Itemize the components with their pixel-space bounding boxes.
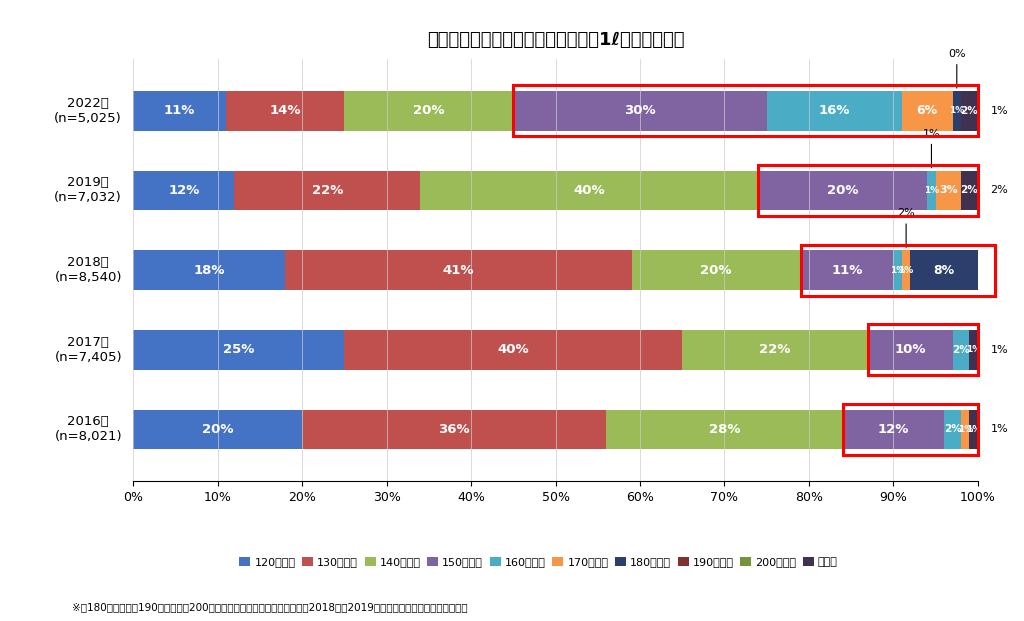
Text: 1%: 1% xyxy=(966,345,981,355)
Text: 2%: 2% xyxy=(961,186,978,196)
Bar xyxy=(801,250,893,290)
Bar xyxy=(961,410,970,450)
Text: 10%: 10% xyxy=(895,343,926,356)
Bar xyxy=(944,410,961,450)
Text: 3%: 3% xyxy=(939,186,957,196)
Bar xyxy=(893,250,902,290)
Text: 8%: 8% xyxy=(934,264,954,276)
Bar xyxy=(970,410,978,450)
Text: 11%: 11% xyxy=(831,264,862,276)
Text: 1%: 1% xyxy=(990,425,1009,435)
Bar xyxy=(302,410,606,450)
Text: 1%: 1% xyxy=(923,129,940,168)
Text: ※「180円以上」「190円以上」「200円以上」は今回選択肢に追加、また2018年と2019年のみ「その他」が選択肢に追加: ※「180円以上」「190円以上」「200円以上」は今回選択肢に追加、また201… xyxy=(72,602,467,612)
Bar xyxy=(226,91,344,130)
Bar xyxy=(421,171,758,211)
Bar xyxy=(344,330,682,369)
Text: 18%: 18% xyxy=(194,264,225,276)
Legend: 120円以上, 130円以上, 140円以上, 150円以上, 160円以上, 170円以上, 180円以上, 190円以上, 200円以上, その他: 120円以上, 130円以上, 140円以上, 150円以上, 160円以上, … xyxy=(234,552,843,571)
Text: 12%: 12% xyxy=(168,184,200,197)
Bar xyxy=(902,250,910,290)
Text: 14%: 14% xyxy=(269,104,301,117)
Text: 41%: 41% xyxy=(442,264,474,276)
Bar xyxy=(801,245,995,296)
Bar xyxy=(513,85,978,136)
Text: 1%: 1% xyxy=(957,425,973,434)
Text: 2%: 2% xyxy=(978,265,995,275)
Text: 1%: 1% xyxy=(990,106,1009,116)
Bar xyxy=(936,171,962,211)
Bar xyxy=(606,410,843,450)
Bar xyxy=(758,171,928,211)
Text: 1%: 1% xyxy=(990,345,1009,355)
Text: 20%: 20% xyxy=(827,184,858,197)
Text: 0%: 0% xyxy=(948,49,966,88)
Text: 1%: 1% xyxy=(949,106,965,116)
Text: 1%: 1% xyxy=(966,425,981,434)
Bar xyxy=(133,330,344,369)
Bar xyxy=(978,250,995,290)
Bar xyxy=(928,171,936,211)
Bar xyxy=(234,171,420,211)
Text: 2%: 2% xyxy=(952,345,970,355)
Bar xyxy=(970,330,978,369)
Text: 2%: 2% xyxy=(944,425,962,435)
Text: 12%: 12% xyxy=(878,423,909,436)
Bar xyxy=(758,165,978,216)
Text: 20%: 20% xyxy=(700,264,732,276)
Text: 20%: 20% xyxy=(413,104,444,117)
Bar xyxy=(952,330,970,369)
Bar xyxy=(868,330,952,369)
Text: 22%: 22% xyxy=(760,343,791,356)
Bar xyxy=(902,91,952,130)
Text: 36%: 36% xyxy=(438,423,470,436)
Text: 30%: 30% xyxy=(625,104,655,117)
Title: 高いと感じるレギュラーガソリンの1ℓあたりの価格: 高いと感じるレギュラーガソリンの1ℓあたりの価格 xyxy=(427,31,684,49)
Text: 11%: 11% xyxy=(164,104,196,117)
Bar xyxy=(843,404,978,455)
Bar xyxy=(133,410,302,450)
Text: 22%: 22% xyxy=(311,184,343,197)
Bar xyxy=(133,171,234,211)
Bar xyxy=(344,91,513,130)
Text: 2%: 2% xyxy=(961,106,978,116)
Text: 28%: 28% xyxy=(709,423,740,436)
Bar xyxy=(952,91,961,130)
Text: 1%: 1% xyxy=(890,266,905,274)
Bar xyxy=(133,250,285,290)
Bar xyxy=(682,330,868,369)
Bar xyxy=(961,171,978,211)
Bar xyxy=(632,250,801,290)
Bar xyxy=(868,324,978,375)
Bar xyxy=(285,250,632,290)
Text: 25%: 25% xyxy=(223,343,254,356)
Text: 40%: 40% xyxy=(498,343,529,356)
Text: 2%: 2% xyxy=(897,209,915,247)
Bar xyxy=(961,91,978,130)
Text: 40%: 40% xyxy=(573,184,605,197)
Bar xyxy=(910,250,978,290)
Text: 6%: 6% xyxy=(916,104,938,117)
Bar xyxy=(133,91,226,130)
Text: 1%: 1% xyxy=(898,266,913,274)
Bar xyxy=(843,410,944,450)
Text: 2%: 2% xyxy=(990,186,1009,196)
Bar xyxy=(767,91,902,130)
Bar xyxy=(513,91,767,130)
Text: 20%: 20% xyxy=(202,423,233,436)
Text: 16%: 16% xyxy=(818,104,850,117)
Text: 1%: 1% xyxy=(924,186,939,195)
